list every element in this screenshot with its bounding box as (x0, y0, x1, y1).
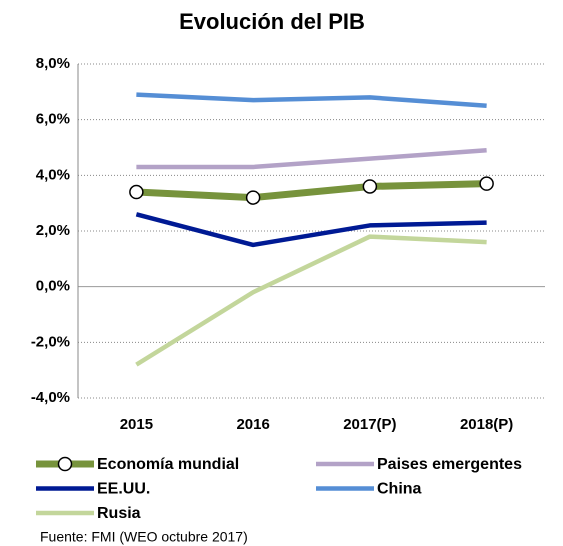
legend-label: EE.UU. (97, 481, 150, 498)
y-tick-label: -4,0% (31, 389, 70, 406)
legend-label: Economía mundial (97, 456, 239, 473)
y-tick-label: 4,0% (36, 166, 70, 183)
x-tick-label: 2017(P) (343, 416, 396, 433)
y-tick-label: 8,0% (36, 55, 70, 72)
series-line (136, 148, 487, 170)
series-marker (245, 190, 261, 205)
legend-label: Rusia (97, 505, 141, 522)
y-tick-label: 0,0% (36, 278, 70, 295)
y-tick-label: 6,0% (36, 111, 70, 128)
series-line (136, 180, 487, 202)
legend-marker (57, 456, 73, 472)
series-marker (129, 184, 144, 200)
series-line (135, 212, 487, 248)
legend-label: China (377, 481, 422, 498)
x-tick-label: 2016 (236, 416, 269, 433)
y-tick-label: -2,0% (31, 333, 70, 350)
series-line (136, 92, 487, 108)
source-note: Fuente: FMI (WEO octubre 2017) (40, 529, 248, 545)
chart-title: Evolución del PIB (179, 9, 365, 34)
series-marker (362, 179, 378, 194)
legend-label: Paises emergentes (377, 456, 522, 473)
series-marker (479, 176, 494, 191)
x-tick-label: 2018(P) (460, 416, 513, 433)
x-tick-label: 2015 (120, 416, 153, 433)
y-tick-label: 2,0% (36, 222, 70, 239)
series-line (135, 234, 487, 367)
